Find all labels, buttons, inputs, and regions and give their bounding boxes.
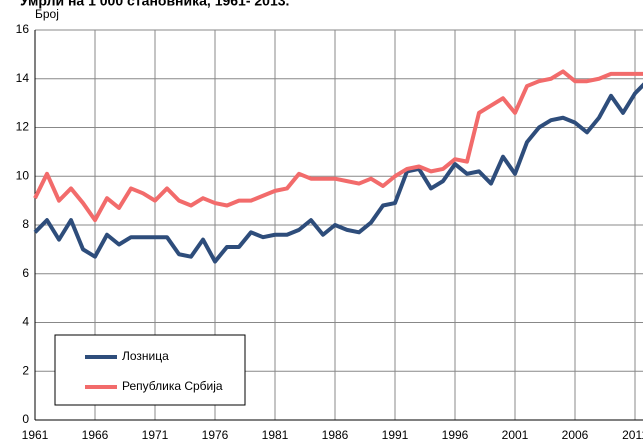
y-tick-label: 4 <box>22 315 29 329</box>
y-tick-label: 6 <box>22 266 29 280</box>
x-tick-label: 1966 <box>82 428 109 442</box>
legend-box <box>54 334 246 406</box>
x-tick-label: 1991 <box>382 428 409 442</box>
x-tick-label: 2011 <box>622 428 643 442</box>
y-tick-label: 0 <box>22 412 29 426</box>
x-tick-label: 2001 <box>502 428 529 442</box>
x-tick-label: 1971 <box>142 428 169 442</box>
y-axis-label: Број <box>35 7 59 21</box>
x-tick-label: 1976 <box>202 428 229 442</box>
x-tick-label: 1981 <box>262 428 289 442</box>
x-tick-label: 2006 <box>562 428 589 442</box>
y-tick-label: 16 <box>16 22 30 36</box>
x-tick-label: 1961 <box>22 428 49 442</box>
y-tick-label: 10 <box>16 168 30 182</box>
y-tick-label: 8 <box>22 217 29 231</box>
legend-label: Република Србија <box>122 379 223 393</box>
x-tick-label: 1996 <box>442 428 469 442</box>
series-line <box>33 69 643 223</box>
chart-title: Умрли на 1 000 становника, 1961- 2013. <box>20 0 289 9</box>
y-tick-label: 12 <box>16 120 30 134</box>
legend-label: Лозница <box>122 349 169 363</box>
y-tick-label: 2 <box>22 363 29 377</box>
series-line <box>33 82 643 264</box>
x-tick-label: 1986 <box>322 428 349 442</box>
y-tick-label: 14 <box>16 71 30 85</box>
